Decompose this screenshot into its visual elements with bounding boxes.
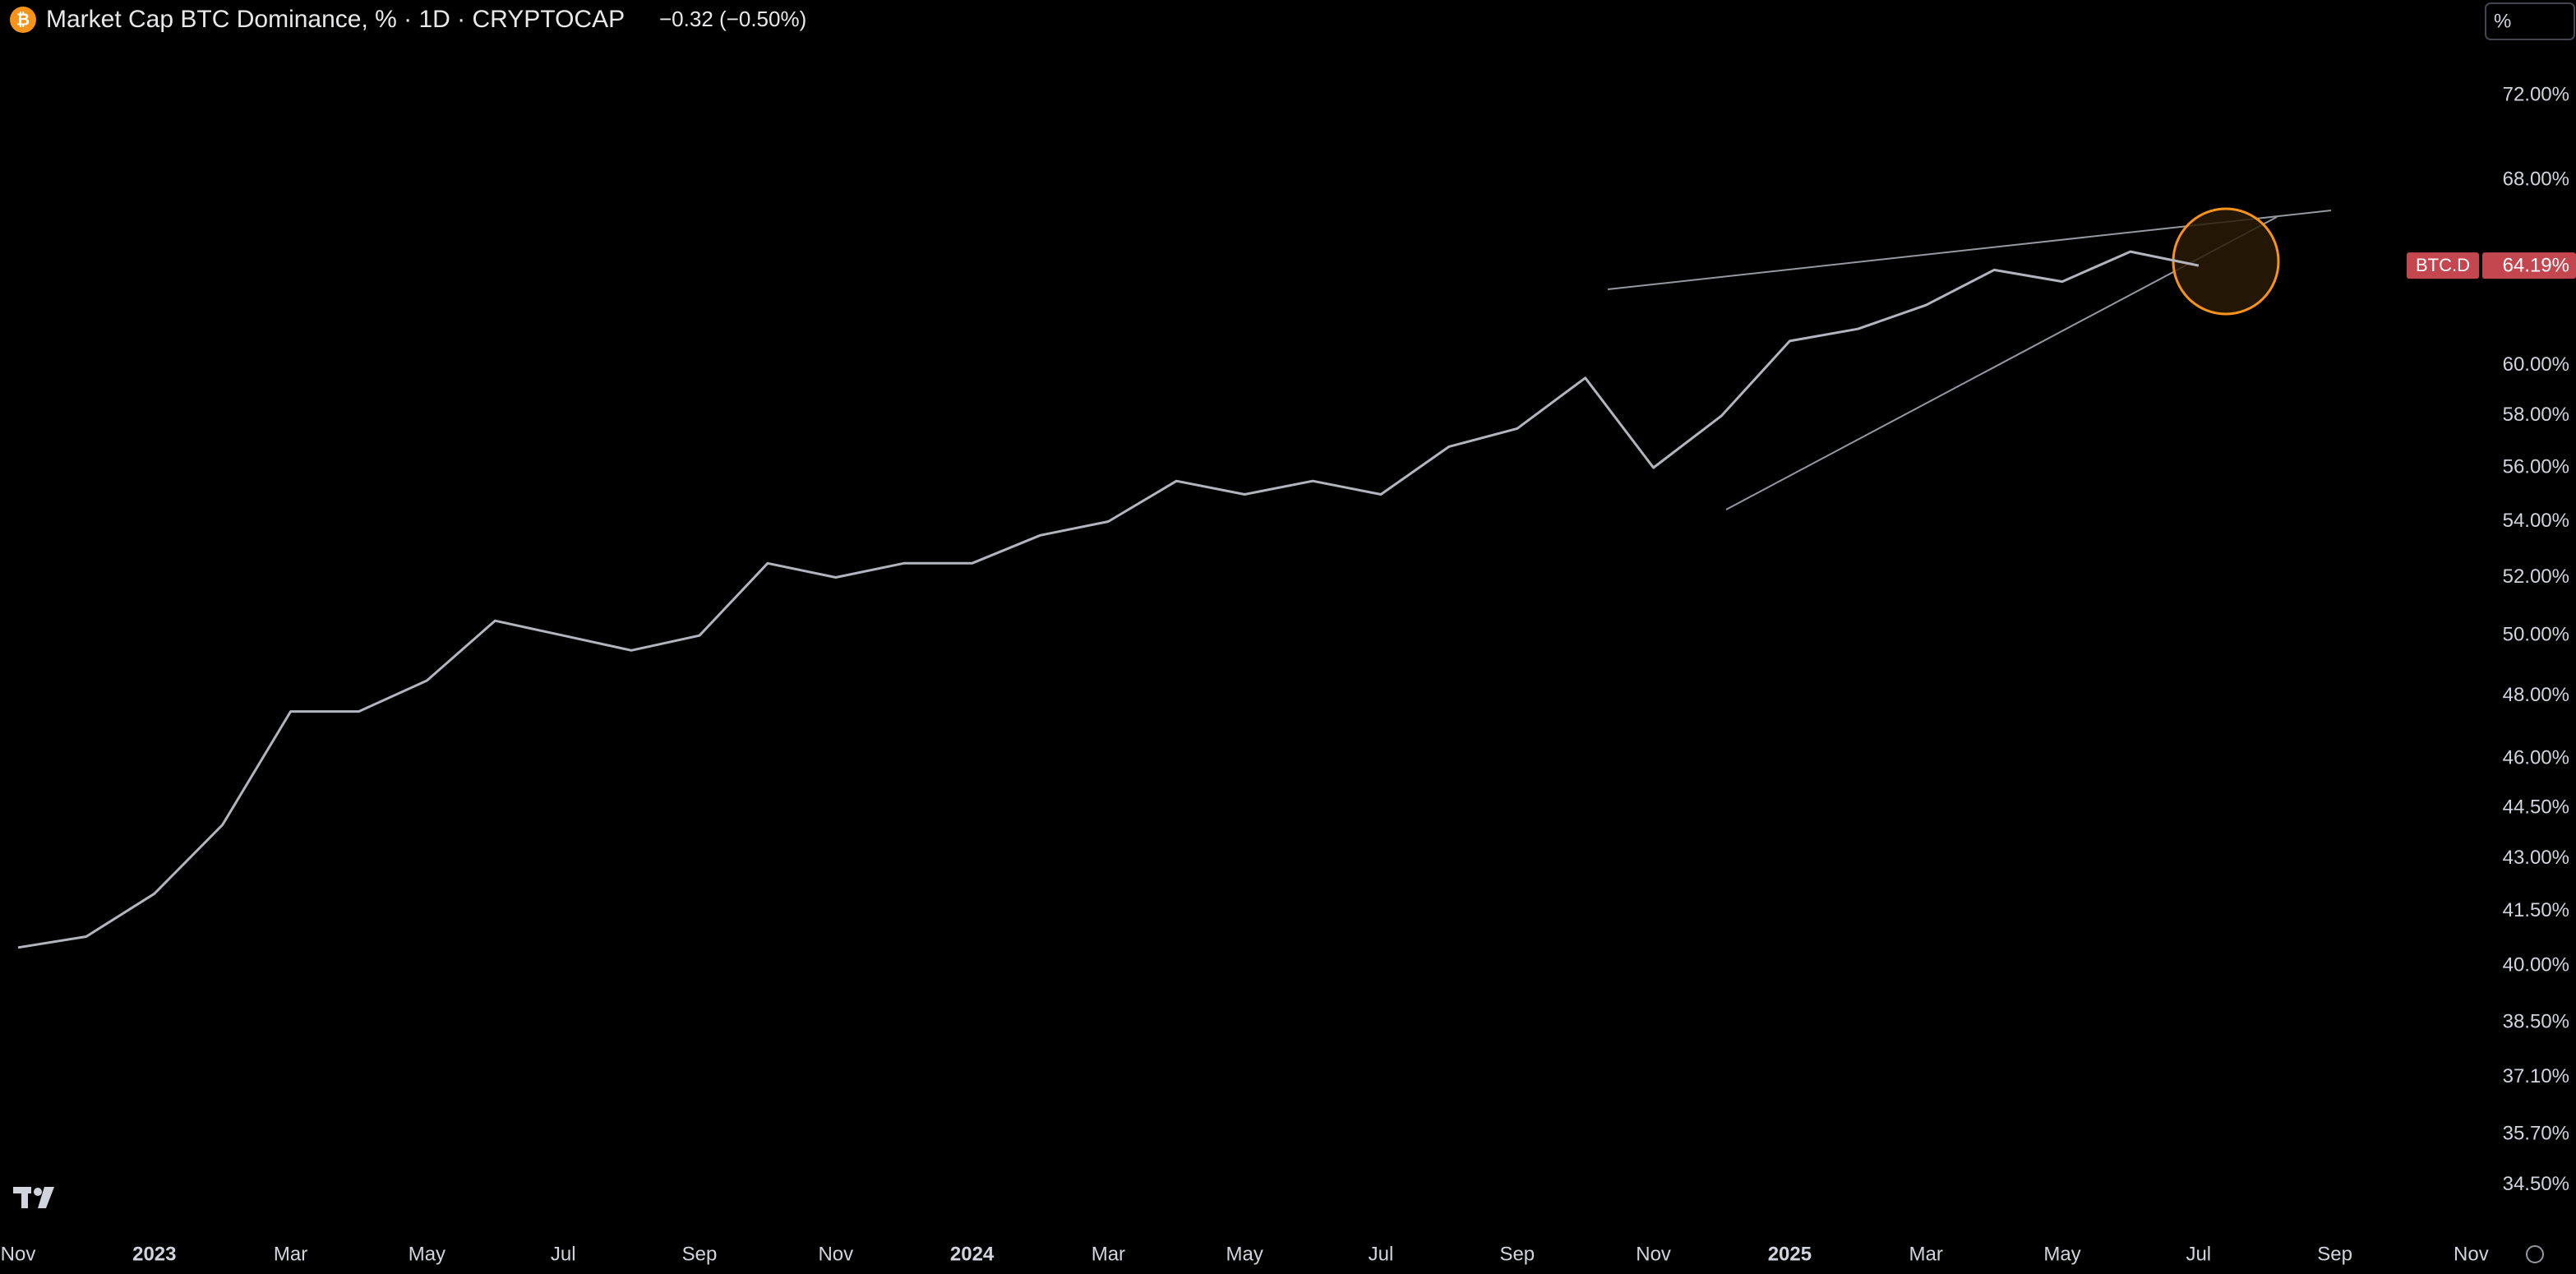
price-change: −0.32 (−0.50%) <box>659 7 806 31</box>
logo-part <box>38 1187 54 1208</box>
logo-part <box>21 1187 28 1208</box>
x-tick-label: May <box>409 1243 445 1265</box>
y-tick-label: 46.00% <box>2503 747 2569 769</box>
scale-button[interactable] <box>2485 2 2575 40</box>
x-tick-label: 2024 <box>950 1243 995 1265</box>
y-tick-label: 40.00% <box>2503 953 2569 976</box>
y-tick-label: 72.00% <box>2503 84 2569 106</box>
x-tick-label: Jul <box>2186 1243 2211 1265</box>
chart-title: Market Cap BTC Dominance, % · 1D · CRYPT… <box>46 6 625 33</box>
plot-area <box>17 250 2200 949</box>
y-tick-label: 48.00% <box>2503 684 2569 706</box>
y-tick-label: 68.00% <box>2503 168 2569 191</box>
y-tick-label: 52.00% <box>2503 565 2569 588</box>
highlight-circle <box>2172 207 2280 316</box>
y-tick-label: 34.50% <box>2503 1173 2569 1195</box>
series-line <box>17 250 2200 949</box>
y-tick-label: 41.50% <box>2503 899 2569 921</box>
x-tick-label: Sep <box>1499 1243 1535 1265</box>
y-tick-label: 44.50% <box>2503 796 2569 818</box>
y-tick-label: 56.00% <box>2503 455 2569 478</box>
x-tick-label: Mar <box>274 1243 307 1265</box>
price-tag-name: BTC.D <box>2416 255 2470 275</box>
x-tick-label: Mar <box>1909 1243 1943 1265</box>
y-tick-label: 50.00% <box>2503 624 2569 646</box>
y-tick-label: 37.10% <box>2503 1065 2569 1087</box>
scale-button-label[interactable]: % <box>2494 10 2511 32</box>
price-tag-name-box <box>2407 252 2479 279</box>
y-tick-label: 38.50% <box>2503 1010 2569 1032</box>
y-tick-label: 35.70% <box>2503 1122 2569 1144</box>
logo <box>13 1187 54 1208</box>
y-tick-label: 60.00% <box>2503 353 2569 376</box>
x-tick-label: May <box>1226 1243 1263 1265</box>
x-tick-label: Nov <box>1636 1243 1671 1265</box>
y-tick-label: 58.00% <box>2503 404 2569 426</box>
x-tick-label: Sep <box>2317 1243 2352 1265</box>
symbol-icon <box>10 7 36 33</box>
x-tick-label: Jul <box>551 1243 576 1265</box>
x-tick-label: Jul <box>1369 1243 1394 1265</box>
logo-part <box>34 1188 42 1196</box>
price-tag-box <box>2482 252 2576 279</box>
x-tick-label: Mar <box>1092 1243 1125 1265</box>
price-tag-label: 64.19% <box>2503 254 2569 276</box>
x-tick-label: May <box>2043 1243 2080 1265</box>
x-tick-label: 2025 <box>1768 1243 1812 1265</box>
y-tick-label: 43.00% <box>2503 847 2569 869</box>
settings-icon[interactable] <box>2526 1245 2544 1263</box>
x-tick-label: Nov <box>818 1243 853 1265</box>
x-tick-label: Sep <box>682 1243 718 1265</box>
y-tick-label: 54.00% <box>2503 510 2569 532</box>
x-tick-label: Nov <box>2454 1243 2489 1265</box>
x-tick-label: Nov <box>1 1243 36 1265</box>
symbol-icon-glyph: ₿ <box>16 11 30 29</box>
x-tick-label: 2023 <box>132 1243 176 1265</box>
